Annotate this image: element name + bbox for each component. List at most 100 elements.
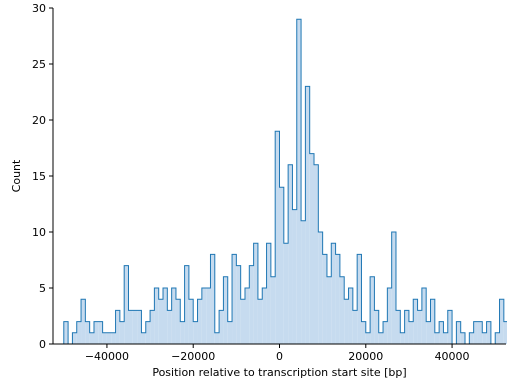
histogram-bin — [106, 332, 112, 344]
histogram-bin — [193, 321, 198, 344]
histogram-bin — [150, 310, 155, 344]
histogram-bin — [124, 265, 129, 344]
x-tick-label: 40000 — [435, 350, 470, 363]
histogram-bin — [72, 332, 77, 344]
histogram-bin — [81, 299, 86, 344]
histogram-bin — [184, 265, 189, 344]
y-tick-label: 30 — [32, 2, 46, 15]
histogram-bin — [469, 332, 474, 344]
histogram-bin — [486, 321, 491, 344]
histogram-bin — [288, 164, 293, 344]
y-ticks: 0 5 10 15 20 25 30 — [32, 2, 53, 351]
histogram-bin — [197, 299, 202, 344]
histogram-bin — [477, 321, 483, 344]
histogram-bin — [326, 276, 332, 344]
histogram-bin — [223, 276, 228, 344]
histogram-bin — [262, 288, 267, 344]
histogram-bin — [219, 310, 224, 344]
histogram-bin — [434, 332, 440, 344]
histogram-bin — [400, 332, 405, 344]
histogram-bin — [145, 321, 151, 344]
histogram-bin — [331, 243, 336, 344]
plot-area — [63, 18, 507, 345]
x-tick-label: −40000 — [85, 350, 129, 363]
histogram-bin — [85, 321, 90, 344]
histogram-bin — [417, 310, 422, 344]
histogram-bin — [63, 321, 69, 344]
histogram-bin — [236, 265, 241, 344]
histogram-bin — [89, 332, 94, 344]
histogram-bin — [141, 332, 146, 344]
x-tick-label: 20000 — [348, 350, 383, 363]
histogram-bin — [232, 254, 237, 344]
histogram-bin — [266, 243, 271, 344]
histogram-bin — [132, 310, 138, 344]
histogram-bin — [430, 299, 435, 344]
histogram-bin — [413, 299, 418, 344]
histogram-bin — [214, 332, 220, 344]
histogram-bin — [292, 209, 297, 344]
histogram-bin — [119, 321, 125, 344]
histogram-bin — [374, 310, 379, 344]
histogram-bin — [447, 310, 453, 344]
histogram-bin — [201, 288, 207, 344]
x-tick-label: −20000 — [171, 350, 215, 363]
histogram-bin — [154, 288, 159, 344]
histogram-bin — [348, 288, 353, 344]
histogram-bin — [378, 332, 384, 344]
histogram-bin — [137, 310, 142, 344]
histogram-bin — [404, 310, 409, 344]
histogram-bin — [344, 299, 349, 344]
y-tick-label: 20 — [32, 114, 46, 127]
histogram-bin — [98, 321, 103, 344]
y-tick-label: 15 — [32, 170, 46, 183]
histogram-bin — [111, 332, 116, 344]
histogram-bin — [163, 288, 168, 344]
histogram-bin — [275, 131, 280, 344]
histogram-bin — [391, 232, 396, 344]
histogram-bin — [352, 310, 358, 344]
histogram-bin — [115, 310, 120, 344]
histogram-bin — [244, 288, 250, 344]
histogram-bin — [383, 321, 388, 344]
histogram-bin — [309, 153, 315, 344]
histogram-bin — [180, 321, 185, 344]
histogram-bin — [279, 187, 284, 344]
histogram-bin — [456, 321, 461, 344]
histogram-bin — [253, 243, 258, 344]
histogram-bin — [227, 321, 233, 344]
histogram-bin — [175, 299, 181, 344]
histogram-bin — [460, 332, 466, 344]
histogram-bin — [318, 232, 323, 344]
histogram-bin — [387, 288, 392, 344]
y-axis-title: Count — [10, 159, 23, 192]
histogram-bin — [188, 299, 194, 344]
histogram-bin — [93, 321, 99, 344]
y-tick-label: 0 — [39, 338, 46, 351]
histogram-bin — [301, 220, 306, 344]
histogram-bin — [339, 276, 345, 344]
histogram-bin — [503, 321, 507, 344]
histogram-bin — [439, 321, 444, 344]
histogram-bin — [499, 299, 504, 344]
histogram-bin — [473, 321, 478, 344]
histogram-bin — [314, 164, 319, 344]
histogram-bin — [102, 332, 107, 344]
histogram-bin — [361, 321, 366, 344]
histogram-bin — [322, 254, 327, 344]
histogram-bin — [76, 321, 82, 344]
histogram-bin — [426, 321, 431, 344]
histogram-bin — [482, 332, 487, 344]
histogram-bin — [210, 254, 215, 344]
y-tick-label: 25 — [32, 58, 46, 71]
histogram-bin — [443, 332, 448, 344]
histogram-bin — [167, 310, 172, 344]
histogram-bin — [240, 299, 245, 344]
y-tick-label: 10 — [32, 226, 46, 239]
histogram-bin — [335, 254, 340, 344]
histogram-bin — [305, 86, 310, 345]
histogram-bin — [158, 299, 164, 344]
x-ticks: −40000 −20000 0 20000 40000 — [85, 344, 470, 363]
